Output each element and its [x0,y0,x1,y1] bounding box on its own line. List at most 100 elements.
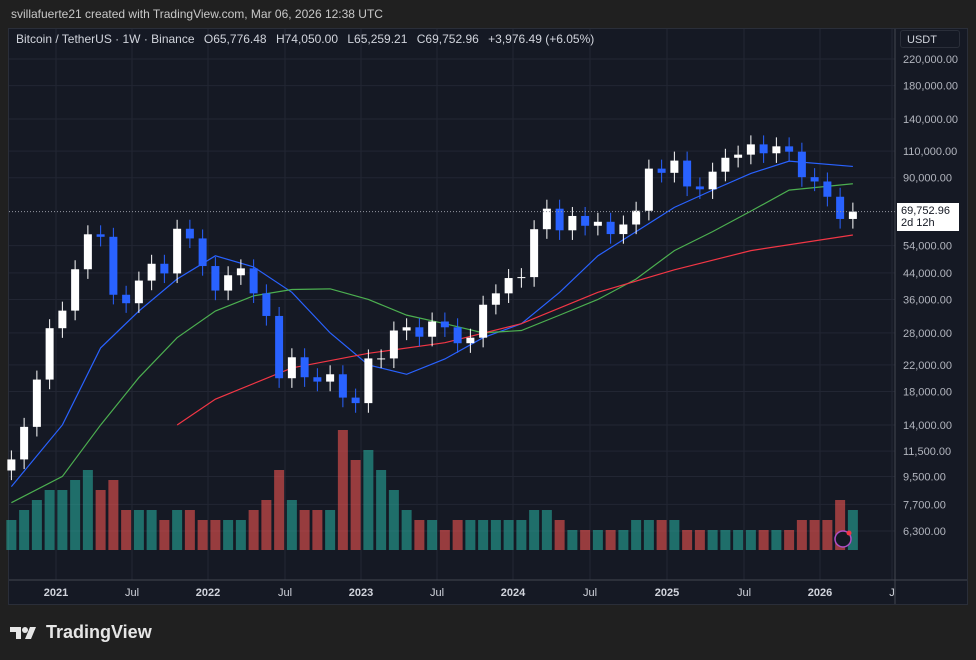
x-tick-label: Jul [278,587,292,599]
volume-bar [733,530,744,550]
bar-countdown: 2d 12h [901,216,935,229]
candle-body [670,160,679,173]
candle-body [224,275,233,291]
x-tick-label: 2026 [808,587,832,599]
candle-body [428,321,437,337]
y-tick-label: 54,000.00 [903,241,952,253]
volume-bar [363,450,374,550]
volume-bar [427,520,438,550]
x-tick-label: 2023 [349,587,373,599]
ohlc-open: O65,776.48 [203,32,267,46]
volume-bar [529,510,540,550]
volume-bar [286,500,297,550]
last-price: 69,752.96 [901,204,950,217]
x-tick-label: 2025 [655,587,679,599]
y-tick-label: 110,000.00 [903,146,957,158]
x-tick-label: 2021 [44,587,68,599]
candle-body [568,215,577,231]
chart-panel[interactable] [8,28,968,605]
symbol-legend: Bitcoin / TetherUS · 1W · Binance O65,77… [16,32,600,46]
volume-bar [516,520,527,550]
volume-bar [784,530,795,550]
x-tick-label: 2022 [196,587,220,599]
candle-body [848,211,857,219]
candle-body [517,277,526,279]
candle-body [581,215,590,226]
volume-bar [605,530,616,550]
volume-bar [669,520,680,550]
currency-button[interactable]: USDT [900,30,960,48]
candle-body [338,374,347,398]
candle-body [504,278,513,294]
volume-bar [312,510,323,550]
x-tick-label: Jul [737,587,751,599]
candle-body [785,146,794,152]
volume-bar [745,530,756,550]
candle-body [644,168,653,211]
ma-mid-line [11,183,853,504]
candle-body [657,168,666,173]
volume-bar [184,510,195,550]
volume-bar [31,500,42,550]
candle-body [122,294,131,304]
ohlc-close: C69,752.96 [416,32,479,46]
candle-body [83,234,92,270]
x-tick-label: J [889,587,895,599]
chart-credit: svillafuerte21 created with TradingView.… [11,7,383,21]
volume-bar [631,520,642,550]
volume-bar [44,490,55,550]
volume-bar [299,510,310,550]
candle-body [275,315,284,379]
symbol-name[interactable]: Bitcoin / TetherUS · 1W · Binance [16,32,195,46]
candle-body [453,327,462,344]
volume-bar [223,520,234,550]
candle-body [71,269,80,311]
volume-bar [235,520,246,550]
y-tick-label: 6,300.00 [903,526,946,538]
volume-bar [682,530,693,550]
volume-bar [325,510,336,550]
candle-body [377,358,386,360]
volume-bar [159,520,170,550]
volume-bar [720,530,731,550]
volume-bar [618,530,629,550]
volume-bar [541,510,552,550]
volume-bar [643,520,654,550]
candle-body [683,160,692,187]
candle-body [721,157,730,172]
volume-bar [57,490,68,550]
volume-bar [592,530,603,550]
volume-bar [19,510,30,550]
y-tick-label: 140,000.00 [903,114,958,126]
candle-body [695,186,704,190]
candle-body [364,358,373,404]
x-tick-label: Jul [125,587,139,599]
ohlc-high: H74,050.00 [275,32,338,46]
candle-body [160,263,169,274]
candle-body [402,327,411,331]
y-tick-label: 14,000.00 [903,420,952,432]
volume-bar [452,520,463,550]
candle-body [313,377,322,382]
candle-body [823,181,832,197]
volume-bar [146,510,157,550]
volume-bar [771,530,782,550]
candle-body [109,236,118,295]
volume-bar [567,530,578,550]
y-tick-label: 36,000.00 [903,294,952,306]
volume-bar [95,490,106,550]
candle-body [491,293,500,305]
tradingview-logo[interactable]: TradingView [10,622,152,643]
x-tick-label: Jul [430,587,444,599]
volume-bar [439,530,450,550]
candle-body [58,310,67,329]
volume-bar [809,520,820,550]
y-tick-label: 22,000.00 [903,360,952,372]
candle-body [619,224,628,235]
candle-body [772,146,781,154]
candle-body [185,228,194,239]
volume-bar [796,520,807,550]
candle-body [326,374,335,382]
volume-bar [108,480,119,550]
